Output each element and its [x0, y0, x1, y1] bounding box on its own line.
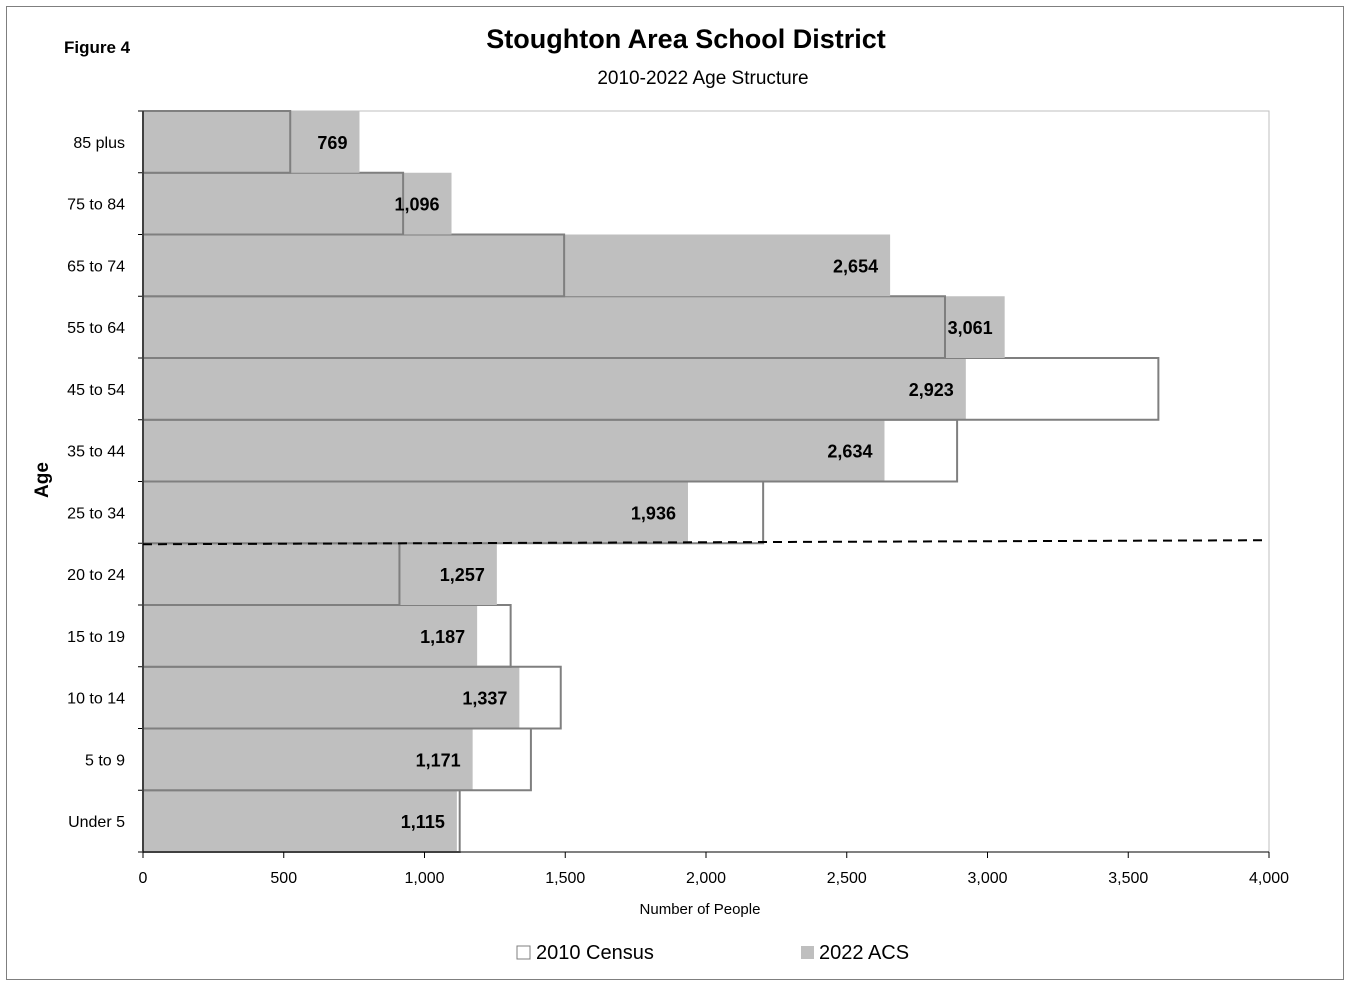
bar-2022-acs-5-to-9	[143, 728, 473, 791]
bar-2022-acs-25-to-34	[143, 481, 688, 544]
data-label-10-to-14: 1,337	[462, 689, 507, 709]
bar-2022-acs-75-to-84	[143, 172, 452, 235]
y-tick-label-45-to-54: 45 to 54	[67, 382, 125, 399]
y-tick-label-55-to-64: 55 to 64	[67, 320, 125, 337]
legend-label-2022-acs: 2022 ACS	[819, 942, 909, 964]
bars	[142, 110, 1160, 853]
x-tick-label-2-500: 2,500	[827, 870, 867, 887]
data-label-45-to-54: 2,923	[909, 380, 954, 400]
y-tick-label-20-to-24: 20 to 24	[67, 567, 125, 584]
bar-2022-acs-under-5	[143, 790, 457, 852]
y-tick-label-under-5: Under 5	[68, 814, 125, 831]
x-tick-label-2-000: 2,000	[686, 870, 726, 887]
bar-2022-acs-35-to-44	[143, 419, 885, 482]
data-label-under-5: 1,115	[401, 812, 445, 832]
x-axis-title: Number of People	[640, 901, 761, 918]
legend-label-2010-census: 2010 Census	[536, 942, 654, 964]
x-tick-label-0: 0	[139, 870, 148, 887]
y-tick-label-75-to-84: 75 to 84	[67, 197, 125, 214]
x-tick-label-500: 500	[270, 870, 297, 887]
figure-label: Figure 4	[64, 38, 131, 57]
y-tick-labels: Under 5 5 to 9 10 to 14 15 to 19 20 to 24 25 …	[67, 135, 125, 831]
data-label-65-to-74: 2,654	[833, 256, 878, 276]
x-tick-label-1-000: 1,000	[404, 870, 444, 887]
data-label-20-to-24: 1,257	[440, 565, 485, 585]
data-label-55-to-64: 3,061	[948, 318, 993, 338]
chart-title: Stoughton Area School District	[486, 24, 886, 54]
chart-subtitle: 2010-2022 Age Structure	[597, 68, 809, 89]
x-tick-label-1-500: 1,500	[545, 870, 585, 887]
bar-2022-acs-65-to-74	[143, 234, 891, 297]
y-axis-title: Age	[32, 462, 53, 498]
data-label-25-to-34: 1,936	[631, 503, 676, 523]
bar-2022-acs-10-to-14	[143, 666, 520, 729]
y-tick-label-25-to-34: 25 to 34	[67, 505, 125, 522]
x-tick-label-3-500: 3,500	[1108, 870, 1148, 887]
data-label-15-to-19: 1,187	[420, 627, 465, 647]
x-tick-label-3-000: 3,000	[967, 870, 1007, 887]
data-label-5-to-9: 1,171	[416, 750, 461, 770]
dashed-divider-line	[142, 539, 1264, 546]
y-tick-label-10-to-14: 10 to 14	[67, 691, 125, 708]
y-tick-label-85-plus: 85 plus	[73, 135, 125, 152]
legend-swatch-2010-census	[516, 945, 531, 960]
bar-2022-acs-45-to-54	[143, 358, 966, 420]
y-tick-label-15-to-19: 15 to 19	[67, 629, 125, 646]
y-tick-label-35-to-44: 35 to 44	[67, 444, 125, 461]
data-label-85-plus: 769	[317, 133, 347, 153]
y-tick-label-65-to-74: 65 to 74	[67, 258, 125, 275]
data-labels: 1,115 1,171 1,337 1,187 1,257 1,936 2,634 2,923…	[317, 133, 992, 832]
data-label-75-to-84: 1,096	[394, 195, 439, 215]
bar-2022-acs-15-to-19	[143, 605, 478, 667]
bar-2022-acs-85-plus	[143, 111, 360, 173]
y-tick-label-5-to-9: 5 to 9	[85, 752, 125, 769]
data-label-35-to-44: 2,634	[827, 442, 872, 462]
x-axis-ticks: 0 500 1,000 1,500 2,000 2,500 3,000 3,500 4,000	[139, 852, 1289, 887]
bar-2022-acs-55-to-64	[143, 296, 1005, 358]
x-tick-label-4-000: 4,000	[1249, 870, 1289, 887]
legend-swatch-2022-acs	[801, 946, 814, 959]
legend: 2010 Census 2022 ACS	[516, 942, 909, 964]
bar-2022-acs-20-to-24	[143, 543, 497, 605]
